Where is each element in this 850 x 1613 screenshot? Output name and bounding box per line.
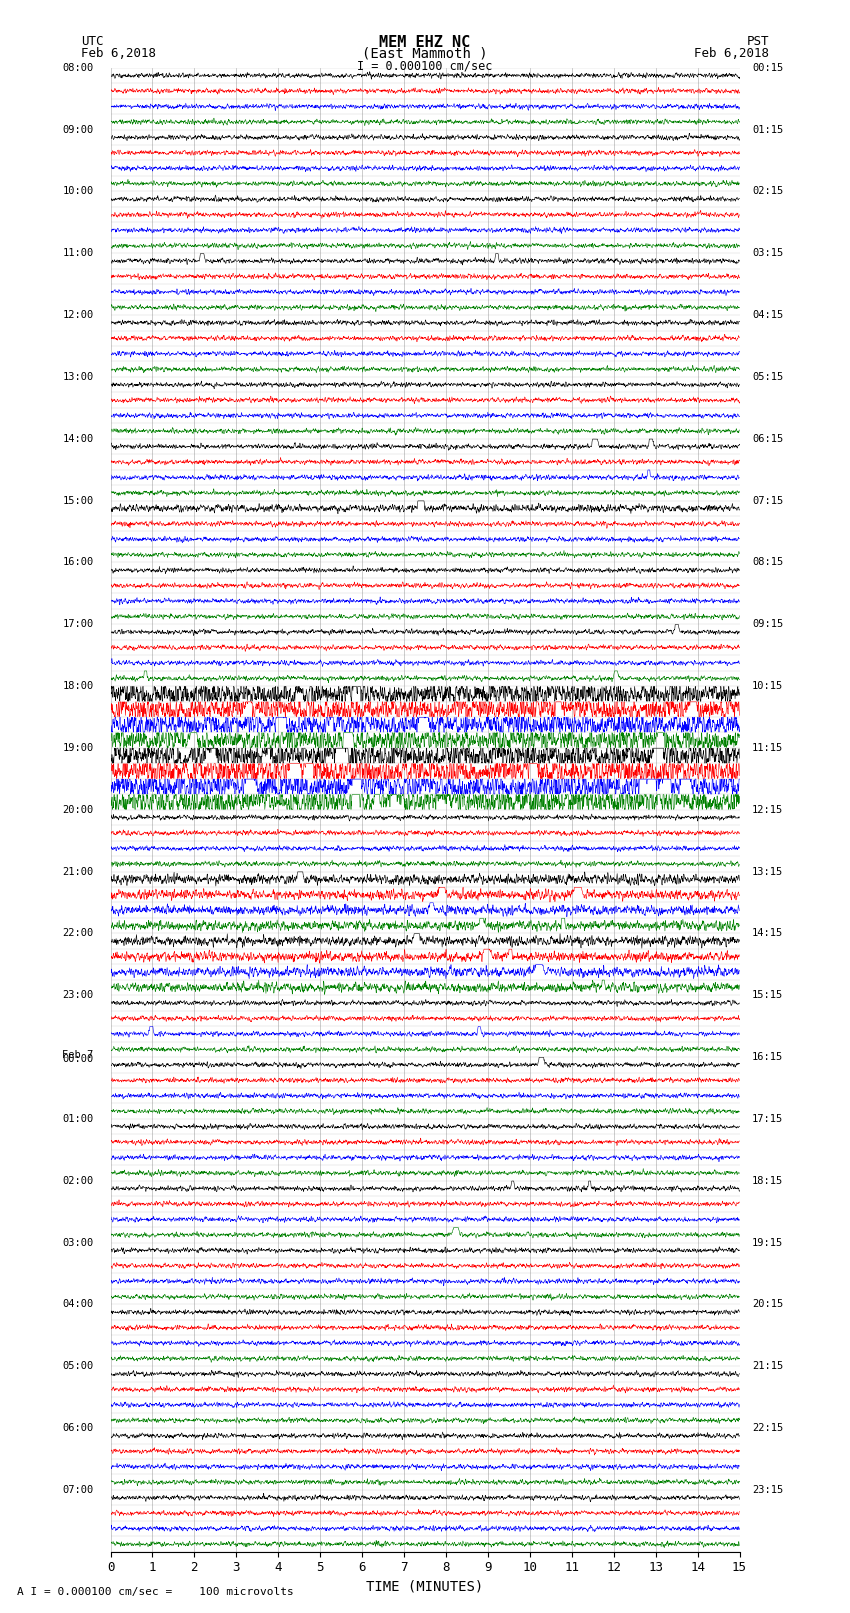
Text: 17:00: 17:00 [63, 619, 94, 629]
Text: A I = 0.000100 cm/sec =    100 microvolts: A I = 0.000100 cm/sec = 100 microvolts [17, 1587, 294, 1597]
Text: 09:15: 09:15 [752, 619, 784, 629]
Text: 15:15: 15:15 [752, 990, 784, 1000]
Text: 11:15: 11:15 [752, 744, 784, 753]
Text: 20:00: 20:00 [63, 805, 94, 815]
Text: 06:15: 06:15 [752, 434, 784, 444]
Text: 05:00: 05:00 [63, 1361, 94, 1371]
Text: 19:15: 19:15 [752, 1237, 784, 1247]
Text: 13:00: 13:00 [63, 373, 94, 382]
Text: Feb 7: Feb 7 [63, 1050, 94, 1060]
Text: 12:15: 12:15 [752, 805, 784, 815]
Text: (East Mammoth ): (East Mammoth ) [362, 47, 488, 61]
Text: 20:15: 20:15 [752, 1300, 784, 1310]
Text: 02:15: 02:15 [752, 187, 784, 197]
Text: 18:00: 18:00 [63, 681, 94, 690]
Text: Feb 6,2018: Feb 6,2018 [81, 47, 156, 60]
Text: 04:00: 04:00 [63, 1300, 94, 1310]
Text: 09:00: 09:00 [63, 124, 94, 134]
Text: 07:15: 07:15 [752, 495, 784, 505]
Text: 06:00: 06:00 [63, 1423, 94, 1432]
Text: 15:00: 15:00 [63, 495, 94, 505]
Text: 16:00: 16:00 [63, 558, 94, 568]
Text: 11:00: 11:00 [63, 248, 94, 258]
Text: 21:15: 21:15 [752, 1361, 784, 1371]
Text: 05:15: 05:15 [752, 373, 784, 382]
Text: Feb 6,2018: Feb 6,2018 [694, 47, 769, 60]
Text: 02:00: 02:00 [63, 1176, 94, 1186]
Text: 23:15: 23:15 [752, 1486, 784, 1495]
Text: PST: PST [747, 35, 769, 48]
Text: 10:15: 10:15 [752, 681, 784, 690]
Text: 00:00: 00:00 [63, 1055, 94, 1065]
Text: 14:15: 14:15 [752, 929, 784, 939]
Text: 03:00: 03:00 [63, 1237, 94, 1247]
Text: 23:00: 23:00 [63, 990, 94, 1000]
Text: 01:00: 01:00 [63, 1115, 94, 1124]
Text: 03:15: 03:15 [752, 248, 784, 258]
Text: I = 0.000100 cm/sec: I = 0.000100 cm/sec [357, 60, 493, 73]
Text: 22:00: 22:00 [63, 929, 94, 939]
Text: 07:00: 07:00 [63, 1486, 94, 1495]
Text: UTC: UTC [81, 35, 103, 48]
X-axis label: TIME (MINUTES): TIME (MINUTES) [366, 1581, 484, 1594]
Text: 16:15: 16:15 [752, 1052, 784, 1061]
Text: 21:00: 21:00 [63, 866, 94, 876]
Text: 08:15: 08:15 [752, 558, 784, 568]
Text: 01:15: 01:15 [752, 124, 784, 134]
Text: 17:15: 17:15 [752, 1115, 784, 1124]
Text: 08:00: 08:00 [63, 63, 94, 73]
Text: 18:15: 18:15 [752, 1176, 784, 1186]
Text: MEM EHZ NC: MEM EHZ NC [379, 35, 471, 50]
Text: 12:00: 12:00 [63, 310, 94, 319]
Text: 00:15: 00:15 [752, 63, 784, 73]
Text: 04:15: 04:15 [752, 310, 784, 319]
Text: 14:00: 14:00 [63, 434, 94, 444]
Text: 10:00: 10:00 [63, 187, 94, 197]
Text: 19:00: 19:00 [63, 744, 94, 753]
Text: 13:15: 13:15 [752, 866, 784, 876]
Text: 22:15: 22:15 [752, 1423, 784, 1432]
